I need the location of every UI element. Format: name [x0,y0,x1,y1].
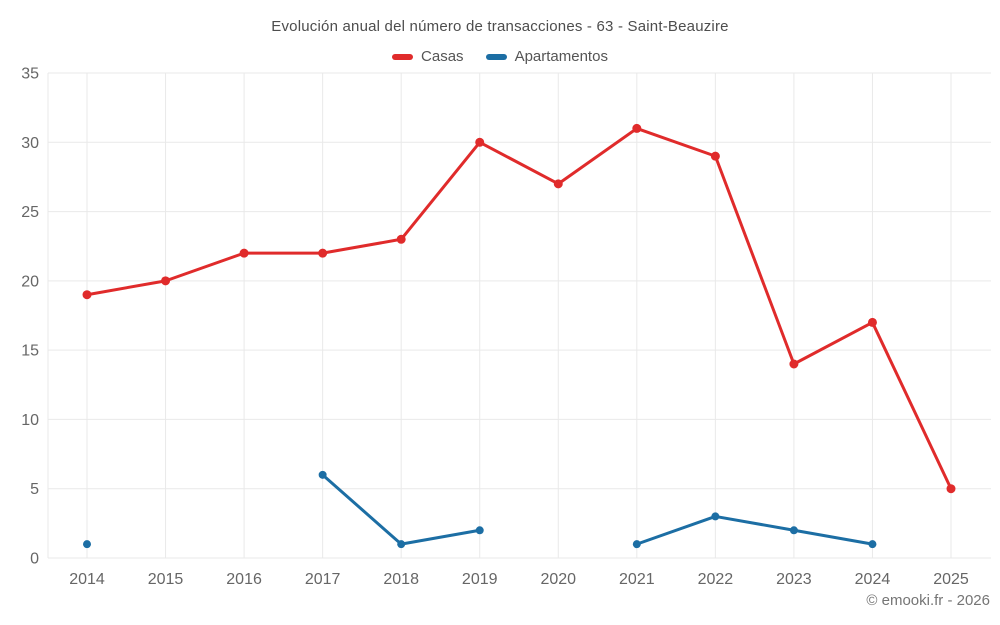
y-tick-label-30: 30 [21,135,39,152]
x-tick-label-2024: 2024 [855,571,891,588]
point-apartamentos-2023[interactable] [789,526,798,535]
point-casas-2022[interactable] [710,151,720,161]
point-casas-2023[interactable] [789,359,799,369]
x-tick-label-2020: 2020 [540,571,576,588]
point-casas-2019[interactable] [475,137,485,147]
legend-label-casas: Casas [421,48,464,65]
y-tick-label-20: 20 [21,273,39,290]
y-tick-label-5: 5 [30,481,39,498]
point-casas-2024[interactable] [867,317,877,327]
y-tick-label-15: 15 [21,343,39,360]
x-tick-label-2019: 2019 [462,571,498,588]
point-apartamentos-2021[interactable] [632,540,641,549]
point-casas-2025[interactable] [946,484,956,494]
x-tick-label-2018: 2018 [383,571,419,588]
series-line-casas [85,126,953,491]
point-casas-2017[interactable] [318,248,328,258]
y-tick-label-25: 25 [21,204,39,221]
y-tick-label-35: 35 [21,66,39,83]
x-tick-label-2014: 2014 [69,571,105,588]
legend-label-apartamentos: Apartamentos [514,48,608,65]
point-casas-2016[interactable] [239,248,249,258]
point-apartamentos-2019[interactable] [475,526,484,535]
legend-item-casas[interactable]: Casas [392,48,464,65]
x-tick-label-2022: 2022 [698,571,734,588]
x-tick-label-2016: 2016 [226,571,262,588]
y-tick-label-0: 0 [30,551,39,568]
legend-item-apartamentos[interactable]: Apartamentos [485,48,608,65]
x-tick-label-2021: 2021 [619,571,655,588]
legend-swatch-apartamentos [485,53,507,60]
copyright: © emooki.fr - 2026 [866,592,990,609]
legend: Casas Apartamentos [0,48,1000,65]
x-tick-label-2015: 2015 [148,571,184,588]
point-casas-2015[interactable] [161,276,171,286]
x-tick-label-2017: 2017 [305,571,341,588]
x-tick-label-2025: 2025 [933,571,969,588]
point-apartamentos-2018[interactable] [397,540,406,549]
series-line-apartamentos [635,514,874,546]
y-tick-label-10: 10 [21,412,39,429]
point-casas-2020[interactable] [553,179,563,189]
point-apartamentos-2022[interactable] [711,512,720,521]
point-casas-2014[interactable] [82,290,92,300]
x-tick-label-2023: 2023 [776,571,812,588]
point-apartamentos-2024[interactable] [868,540,877,549]
point-apartamentos-2017[interactable] [318,470,327,479]
point-apartamentos-2014[interactable] [83,540,91,549]
point-casas-2018[interactable] [396,234,406,244]
point-casas-2021[interactable] [632,123,642,133]
legend-swatch-casas [392,53,414,60]
chart-title: Evolución anual del número de transaccio… [271,18,729,35]
